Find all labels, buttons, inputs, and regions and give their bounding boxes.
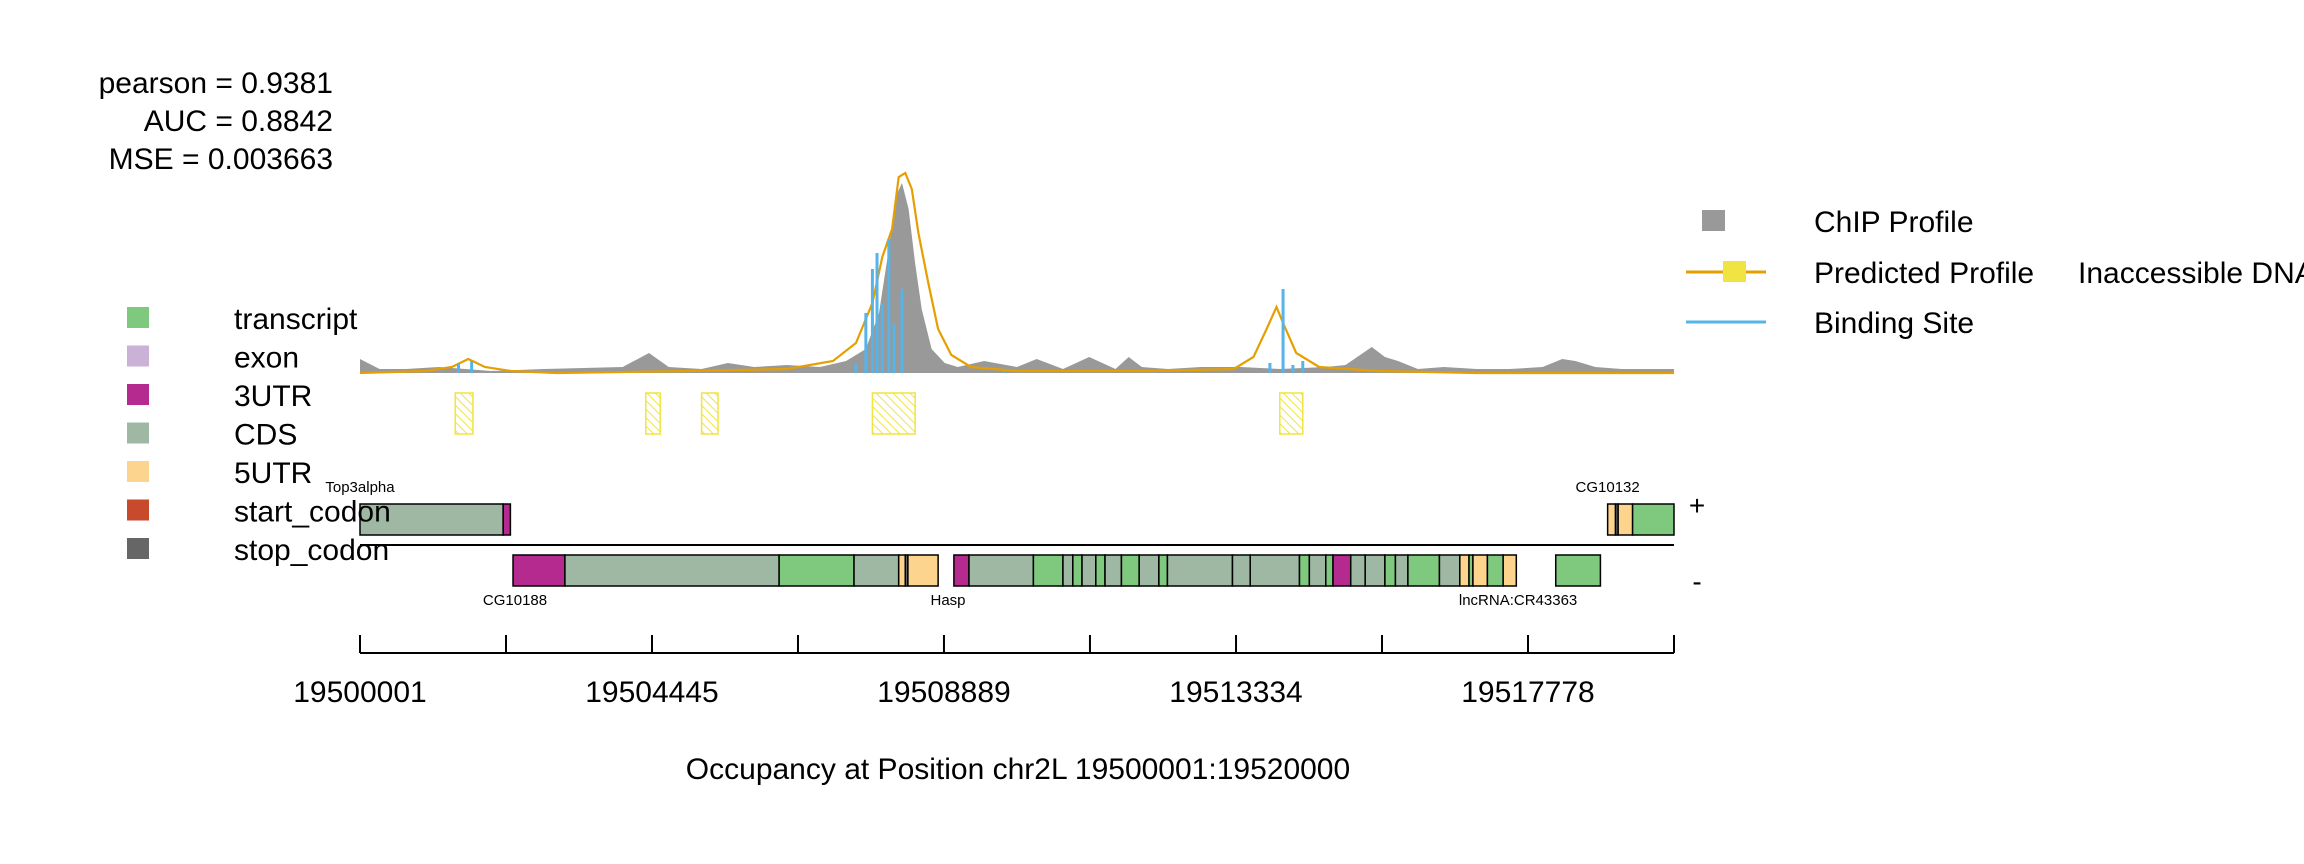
profile-legend: ChIP Profile Predicted Profile Inaccessibl… — [1686, 206, 2304, 340]
feature-legend-label-6: start_codon — [234, 496, 391, 529]
gene-label-plus-1: Top3alpha — [325, 479, 395, 496]
gene-minus-2-segment-8 — [1104, 554, 1123, 587]
x-tick-label-7: 19513334 — [1169, 676, 1302, 709]
predicted-profile-line — [359, 171, 1674, 375]
predicted-profile-layer — [359, 171, 1674, 375]
feature-legend-key-3 — [127, 384, 149, 405]
mse-stat: MSE = 0.003663 — [109, 143, 333, 176]
profile-legend-label-3: Inaccessible DNA — [2078, 257, 2304, 290]
gene-plus-1-segment-1 — [359, 503, 504, 536]
gene-minus-2-segment-21 — [1384, 554, 1397, 587]
feature-legend-key-7 — [127, 538, 149, 559]
gene-minus-1-segment-7 — [907, 554, 939, 587]
gene-minus-2-segment-17 — [1325, 554, 1334, 587]
gene-minus-2-segment-19 — [1349, 554, 1366, 587]
gene-minus-2-segment-11 — [1158, 554, 1169, 587]
x-tick-label-1: 19500001 — [293, 676, 426, 709]
gene-minus-2-segment-22 — [1394, 554, 1409, 587]
auc-stat: AUC = 0.8842 — [144, 105, 333, 138]
profile-legend-key-1 — [1702, 210, 1725, 231]
profile-legend-label-1: ChIP Profile — [1814, 206, 1974, 239]
gene-minus-1-segment-1 — [512, 554, 566, 587]
gene-minus-2-segment-10 — [1138, 554, 1160, 587]
inaccessible-dna-layer — [454, 392, 1304, 435]
gene-minus-2-segment-3 — [1032, 554, 1064, 587]
gene-minus-1-segment-3 — [778, 554, 855, 587]
plus-strand-label: + — [1689, 490, 1705, 521]
gene-minus-2-segment-20 — [1364, 554, 1386, 587]
gene-label-minus-1: CG10188 — [483, 592, 547, 609]
gene-minus-2-segment-5 — [1072, 554, 1083, 587]
gene-minus-2-segment-7 — [1095, 554, 1106, 587]
chip-profile-area — [360, 183, 1674, 373]
gene-minus-2-segment-18 — [1332, 554, 1352, 587]
feature-legend-key-4 — [127, 422, 149, 444]
gene-minus-3-segment-1 — [1554, 554, 1602, 587]
gene-minus-2-segment-15 — [1298, 554, 1311, 587]
chip-profile-layer — [360, 183, 1674, 373]
gene-minus-1-segment-4 — [853, 554, 900, 587]
feature-legend-label-1: transcript — [234, 303, 358, 336]
feature-legend-label-3: 3UTR — [234, 380, 312, 413]
gene-minus-2-segment-28 — [1486, 554, 1504, 587]
gene-plus-2-segment-4 — [1631, 503, 1675, 536]
feature-legend-label-4: CDS — [234, 419, 297, 452]
inaccessible-dna-region-4 — [871, 392, 916, 435]
x-tick-label-3: 19504445 — [585, 676, 718, 709]
gene-minus-2-segment-25 — [1459, 554, 1470, 587]
inaccessible-dna-region-5 — [1279, 392, 1304, 435]
gene-minus-2-segment-29 — [1502, 554, 1518, 587]
feature-legend-key-1 — [127, 307, 149, 328]
inaccessible-dna-region-2 — [644, 392, 661, 435]
minus-strand-label: - — [1692, 566, 1701, 597]
gene-minus-2-segment-23 — [1407, 554, 1441, 587]
gene-label-minus-2: Hasp — [930, 592, 965, 609]
gene-minus-2-segment-12 — [1166, 554, 1234, 587]
feature-legend-label-7: stop_codon — [234, 534, 389, 567]
x-tick-label-9: 19517778 — [1461, 676, 1594, 709]
gene-label-plus-2: CG10132 — [1576, 479, 1640, 496]
feature-legend-label-5: 5UTR — [234, 457, 312, 490]
gene-plus-1-segment-2 — [502, 503, 512, 536]
feature-legend-label-2: exon — [234, 342, 299, 375]
feature-legend-key-6 — [127, 499, 149, 521]
gene-minus-2-segment-2 — [968, 554, 1035, 587]
gene-minus-2-segment-14 — [1249, 554, 1301, 587]
gene-label-minus-3: lncRNA:CR43363 — [1459, 592, 1577, 609]
x-tick-label-5: 19508889 — [877, 676, 1010, 709]
profile-legend-label-4: Binding Site — [1814, 307, 1974, 340]
profile-legend-key-3 — [1723, 261, 1746, 282]
binding-site-layer — [456, 239, 1305, 373]
x-axis-title: Occupancy at Position chr2L 19500001:195… — [686, 753, 1350, 786]
gene-minus-2-segment-6 — [1081, 554, 1097, 587]
feature-legend-key-5 — [127, 461, 149, 482]
feature-legend: transcript exon 3UTR CDS 5UTR start_codonstop… — [127, 303, 391, 567]
gene-minus-1-segment-5 — [897, 554, 907, 587]
gene-track: Top3alpha CG10132 CG10188 Hasp lncRNA:CR4336… — [325, 479, 1675, 609]
gene-minus-2-segment-27 — [1472, 554, 1489, 587]
gene-minus-2-segment-9 — [1120, 554, 1140, 587]
inaccessible-dna-region-3 — [700, 392, 719, 435]
gene-minus-2-segment-13 — [1231, 554, 1251, 587]
feature-legend-key-2 — [127, 345, 149, 367]
x-axis: 19500001 19504445 19508889 19513334 19517778 — [293, 635, 1675, 709]
gene-plus-2-segment-3 — [1617, 503, 1634, 536]
gene-minus-2-segment-4 — [1062, 554, 1074, 587]
gene-minus-2-segment-24 — [1438, 554, 1461, 587]
pearson-stat: pearson = 0.9381 — [99, 67, 333, 100]
gene-plus-2-segment-1 — [1606, 503, 1617, 536]
profile-legend-label-2: Predicted Profile — [1814, 257, 2034, 290]
gene-minus-2-segment-16 — [1308, 554, 1327, 587]
gene-minus-1-segment-2 — [564, 554, 780, 587]
gene-minus-2-segment-1 — [953, 554, 970, 587]
inaccessible-dna-region-1 — [454, 392, 474, 435]
